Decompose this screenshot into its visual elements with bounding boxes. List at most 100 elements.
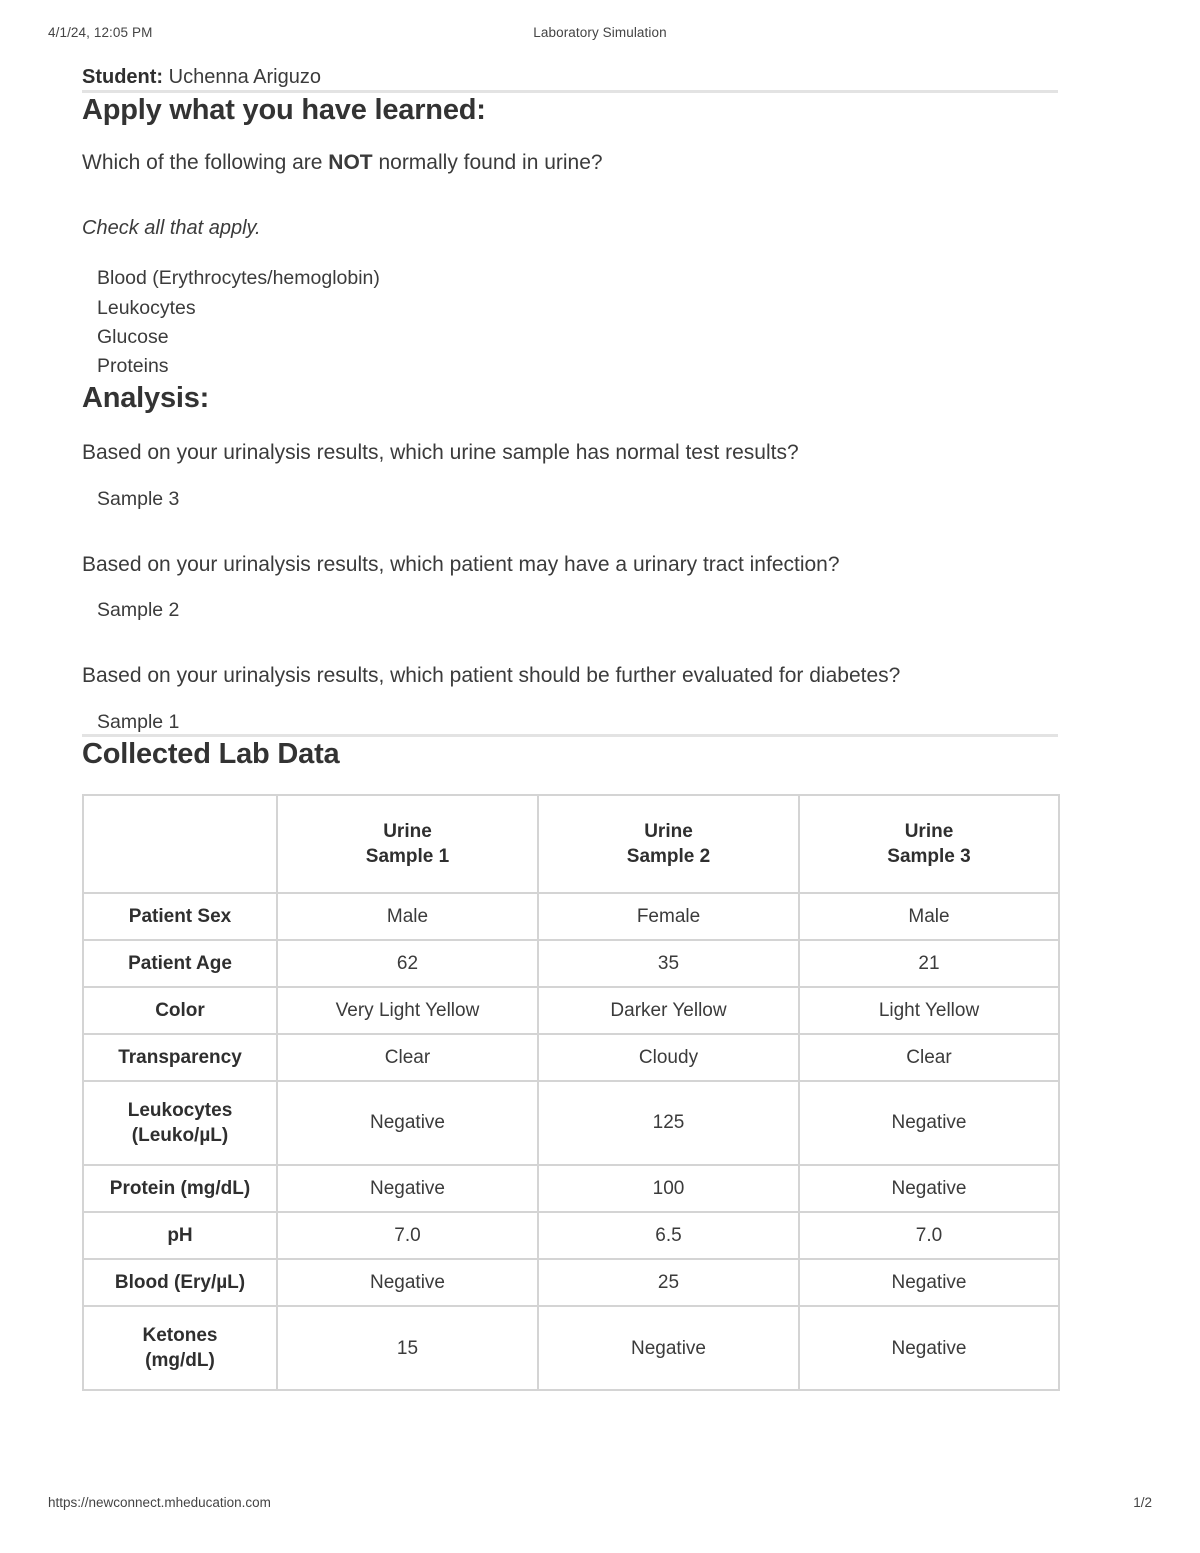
row-label-line1: Patient Age xyxy=(128,952,232,974)
analysis-item: Based on your urinalysis results, which … xyxy=(82,439,1058,511)
table-cell: 125 xyxy=(537,1079,800,1166)
table-cell: Negative xyxy=(798,1258,1060,1308)
row-label-line1: Blood (Ery/µL) xyxy=(114,1272,246,1294)
row-label: Leukocytes (Leuko/µL) xyxy=(82,1079,278,1166)
apply-question-prefix: Which of the following are xyxy=(82,150,329,174)
table-row: Transparency Clear Cloudy Clear xyxy=(82,1032,1060,1082)
table-cell: 7.0 xyxy=(276,1210,539,1261)
apply-instruction: Check all that apply. xyxy=(82,217,261,240)
column-header-line1: Urine xyxy=(644,820,693,842)
table-row: Patient Sex Male Female Male xyxy=(82,891,1060,941)
table-cell: Male xyxy=(276,891,539,941)
table-row: Patient Age 62 35 21 xyxy=(82,938,1060,988)
row-label: Transparency xyxy=(82,1032,278,1082)
option-item: Proteins xyxy=(97,355,169,378)
row-label-line1: Transparency xyxy=(118,1046,242,1068)
table-cell: 62 xyxy=(276,938,539,988)
row-label: Protein (mg/dL) xyxy=(82,1163,278,1213)
footer-page-number: 1/2 xyxy=(1133,1495,1152,1510)
analysis-answer: Sample 1 xyxy=(97,710,180,733)
analysis-item: Based on your urinalysis results, which … xyxy=(82,551,1058,623)
table-cell: 100 xyxy=(537,1163,800,1213)
row-label-line1: Patient Sex xyxy=(128,905,232,927)
table-cell: Cloudy xyxy=(537,1032,800,1082)
student-label: Student: xyxy=(82,66,164,88)
row-label: Blood (Ery/µL) xyxy=(82,1258,278,1308)
row-label-line2: (Leuko/µL) xyxy=(131,1124,229,1146)
apply-question: Which of the following are NOT normally … xyxy=(82,149,1042,178)
table-row: Blood (Ery/µL) Negative 25 Negative xyxy=(82,1258,1060,1308)
lab-data-title: Collected Lab Data xyxy=(82,737,340,770)
row-label-line1: Ketones xyxy=(142,1325,218,1347)
print-header: 4/1/24, 12:05 PM Laboratory Simulation xyxy=(48,25,1152,45)
table-cell: 35 xyxy=(537,938,800,988)
table-cell: Male xyxy=(798,891,1060,941)
print-date: 4/1/24, 12:05 PM xyxy=(48,25,153,40)
analysis-section-title: Analysis: xyxy=(82,382,210,415)
analysis-answer: Sample 3 xyxy=(97,487,180,510)
option-item: Glucose xyxy=(97,325,169,348)
apply-question-emphasis: NOT xyxy=(328,150,373,174)
table-header-row: Urine Sample 1 Urine Sample 2 Urine Samp… xyxy=(82,793,1060,894)
analysis-answer: Sample 2 xyxy=(97,599,180,622)
row-label-line1: Protein (mg/dL) xyxy=(109,1177,251,1199)
table-cell: Clear xyxy=(276,1032,539,1082)
table-header: Urine Sample 1 Urine Sample 2 Urine Samp… xyxy=(82,793,1060,894)
row-label-line1: Color xyxy=(155,999,205,1021)
table-cell: Darker Yellow xyxy=(537,985,800,1035)
column-header-line1: Urine xyxy=(904,820,954,842)
column-header-line2: Sample 2 xyxy=(626,845,711,867)
divider-top xyxy=(82,90,1058,93)
row-label: pH xyxy=(82,1210,278,1261)
option-item: Blood (Erythrocytes/hemoglobin) xyxy=(97,267,380,290)
divider-middle xyxy=(82,733,1058,737)
apply-section-title: Apply what you have learned: xyxy=(82,94,486,126)
column-header-line1: Urine xyxy=(383,820,432,842)
table-cell: Negative xyxy=(276,1079,539,1166)
table-cell: Negative xyxy=(276,1258,539,1308)
table-row: Protein (mg/dL) Negative 100 Negative xyxy=(82,1163,1060,1213)
table-cell: Very Light Yellow xyxy=(276,985,539,1035)
table-cell: Female xyxy=(537,891,800,941)
row-label: Patient Sex xyxy=(82,891,278,941)
table-body: Patient Sex Male Female Male Patient Age… xyxy=(82,891,1060,1392)
table-cell: 25 xyxy=(537,1258,800,1308)
table-cell: Light Yellow xyxy=(798,985,1060,1035)
table-cell: Negative xyxy=(798,1163,1060,1213)
table-cell: 7.0 xyxy=(798,1210,1060,1261)
column-header-sample-3: Urine Sample 3 xyxy=(798,793,1060,894)
document-content: Student: Uchenna Ariguzo Apply what you … xyxy=(82,0,1060,1392)
column-header-line2: Sample 3 xyxy=(887,845,971,867)
analysis-question: Based on your urinalysis results, which … xyxy=(82,552,840,576)
row-label: Ketones (mg/dL) xyxy=(82,1305,278,1392)
row-label: Patient Age xyxy=(82,938,278,988)
table-cell: 15 xyxy=(276,1305,539,1392)
row-label-line1: Leukocytes xyxy=(127,1099,233,1121)
print-footer: https://newconnect.mheducation.com 1/2 xyxy=(48,1495,1152,1515)
student-name: Uchenna Ariguzo xyxy=(168,66,321,88)
table-row: pH 7.0 6.5 7.0 xyxy=(82,1210,1060,1261)
column-header-line2: Sample 1 xyxy=(365,845,450,867)
table-cell: Negative xyxy=(537,1305,800,1392)
collected-lab-data-table: Urine Sample 1 Urine Sample 2 Urine Samp… xyxy=(82,793,1060,1392)
table-corner-cell xyxy=(82,793,278,894)
table-cell: Negative xyxy=(276,1163,539,1213)
table-row: Leukocytes (Leuko/µL) Negative 125 Negat… xyxy=(82,1079,1060,1166)
row-label-line2: (mg/dL) xyxy=(145,1350,215,1372)
analysis-item: Based on your urinalysis results, which … xyxy=(82,662,1058,734)
apply-options-list: Blood (Erythrocytes/hemoglobin) Leukocyt… xyxy=(82,264,1058,381)
table-cell: 6.5 xyxy=(537,1210,800,1261)
table-cell: Negative xyxy=(798,1305,1060,1392)
print-document-title: Laboratory Simulation xyxy=(533,25,667,40)
analysis-question: Based on your urinalysis results, which … xyxy=(82,664,901,688)
apply-question-suffix: normally found in urine? xyxy=(372,150,603,174)
column-header-sample-2: Urine Sample 2 xyxy=(537,793,800,894)
table-cell: Clear xyxy=(798,1032,1060,1082)
table-cell: 21 xyxy=(798,938,1060,988)
table-cell: Negative xyxy=(798,1079,1060,1166)
table-row: Ketones (mg/dL) 15 Negative Negative xyxy=(82,1305,1060,1392)
row-label-line1: pH xyxy=(167,1224,193,1246)
row-label: Color xyxy=(82,985,278,1035)
analysis-question: Based on your urinalysis results, which … xyxy=(82,441,799,465)
